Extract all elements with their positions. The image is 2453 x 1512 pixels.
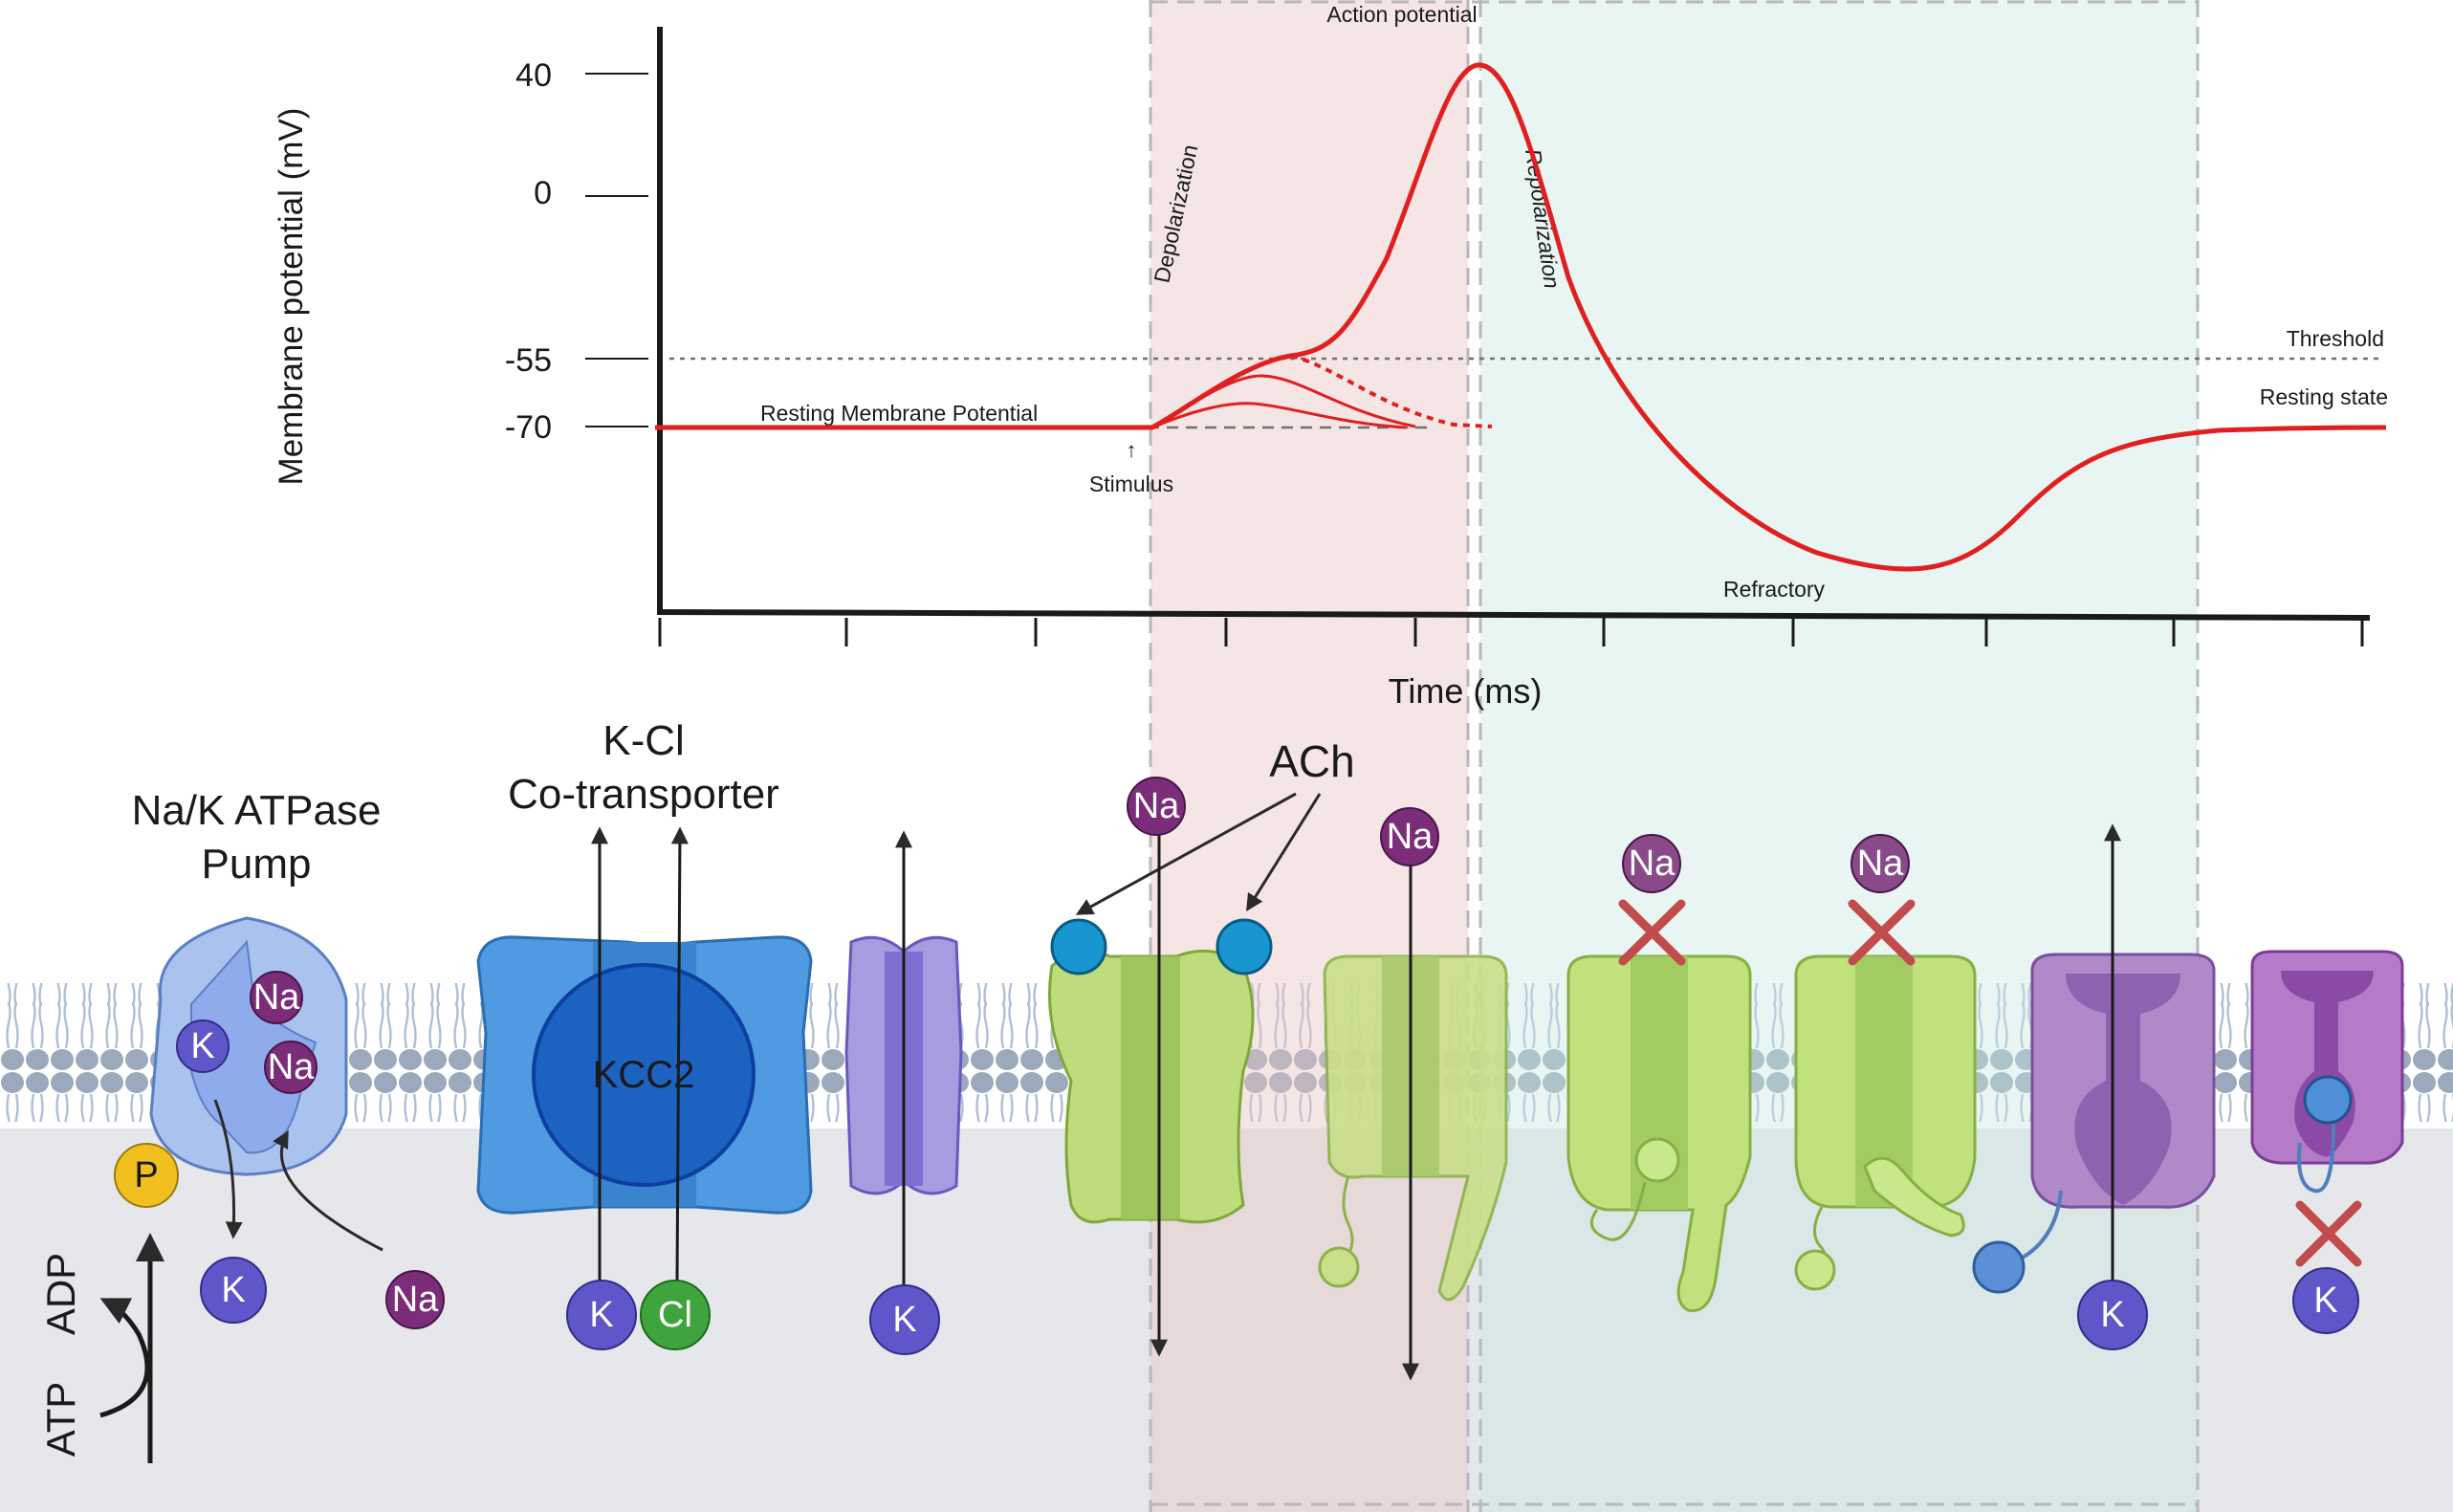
k-channel-blocked-ion: K <box>2292 1267 2359 1334</box>
blocked-na-ion-1: Na <box>1622 834 1681 893</box>
threshold-label: Threshold <box>2287 326 2384 351</box>
svg-text:Na: Na <box>253 977 300 1018</box>
voltage-gated-k-channel-open <box>1972 953 2216 1294</box>
phosphate: P <box>114 1143 179 1208</box>
atp-label: ATP <box>38 1382 83 1457</box>
svg-text:P: P <box>134 1155 158 1195</box>
x-ticks <box>658 618 2364 646</box>
x-axis <box>656 609 2371 621</box>
kcc2-cl-arrow <box>670 826 689 1282</box>
y-axis-label: Membrane potential (mV) <box>273 108 310 486</box>
svg-text:K: K <box>2100 1295 2124 1335</box>
k-channel-open-ion: K <box>2077 1280 2148 1350</box>
membrane-potential-graph: 40 0 -55 -70 Membrane potential (mV) Tim… <box>273 2 2388 711</box>
svg-text:Na: Na <box>1387 817 1434 857</box>
incoming-na-ion: Na <box>385 1270 445 1329</box>
subthreshold-trace-dotted <box>1290 354 1493 428</box>
resting-state-label: Resting state <box>2260 384 2388 409</box>
svg-text:K: K <box>2313 1281 2337 1321</box>
pump-ion-k: K <box>176 1019 230 1073</box>
y-ticks <box>585 73 648 427</box>
svg-text:Na: Na <box>1133 786 1180 826</box>
k-release-arrow <box>213 1099 243 1239</box>
voltage-gated-k-channel-inactivated <box>2250 950 2404 1194</box>
block-cross-1 <box>1618 899 1686 966</box>
na-channel-open-ion: Na <box>1380 807 1439 866</box>
y-tick-minus55: -55 <box>505 342 552 379</box>
x-axis-label: Time (ms) <box>1389 671 1543 711</box>
cotransporter-title-line2: Co-transporter <box>508 771 779 818</box>
ach-receptor <box>1048 949 1255 1224</box>
repolarization-band <box>1480 0 2198 1512</box>
kcc2-k-ion: K <box>566 1280 637 1350</box>
na-uptake-arrow <box>273 1129 383 1252</box>
svg-text:Cl: Cl <box>658 1295 692 1335</box>
pump-title-line2: Pump <box>202 841 312 887</box>
y-tick-0: 0 <box>534 175 552 211</box>
kcc2-transporter: KCC2 <box>476 935 813 1215</box>
svg-text:K: K <box>190 1026 214 1066</box>
voltage-gated-na-channel-inactivated <box>1566 954 1752 1312</box>
ach-molecule-right <box>1216 918 1273 975</box>
k-leak-ion: K <box>869 1284 940 1355</box>
outgoing-k-ion: K <box>200 1257 267 1324</box>
resting-membrane-potential-label: Resting Membrane Potential <box>760 401 1038 426</box>
blocked-na-ion-2: Na <box>1851 834 1910 893</box>
ach-molecule-left <box>1050 918 1107 975</box>
pump-title-line1: Na/K ATPase <box>132 787 382 834</box>
svg-text:Na: Na <box>268 1047 315 1087</box>
refractory-label: Refractory <box>1723 577 1826 602</box>
block-cross-2 <box>1848 899 1916 966</box>
depolarization-band <box>1150 0 1468 1512</box>
voltage-gated-na-channel-closed <box>1794 954 1977 1291</box>
svg-text:Na: Na <box>1857 844 1904 884</box>
svg-text:K: K <box>892 1300 916 1340</box>
y-tick-minus70: -70 <box>505 409 552 446</box>
kcc2-core <box>532 963 756 1187</box>
subthreshold-trace-3 <box>1151 402 1407 429</box>
svg-text:K: K <box>589 1295 613 1335</box>
kcc2-cl-ion: Cl <box>640 1280 711 1350</box>
pump-ion-na-1: Na <box>250 971 303 1024</box>
svg-text:K: K <box>221 1270 245 1310</box>
ach-na-ion: Na <box>1127 777 1186 836</box>
atp-to-adp-arrow <box>99 1298 150 1418</box>
action-potential-label: Action potential <box>1326 2 1477 27</box>
cotransporter-title-line1: K-Cl <box>602 717 685 764</box>
svg-text:Na: Na <box>1629 844 1675 884</box>
action-potential-trace <box>655 62 2387 572</box>
ach-arrow-right <box>1246 793 1322 912</box>
y-tick-40: 40 <box>515 57 552 94</box>
adp-label: ADP <box>38 1253 83 1335</box>
subthreshold-trace-2 <box>1151 374 1416 429</box>
svg-text:Na: Na <box>392 1280 439 1320</box>
block-cross-3 <box>2295 1200 2362 1267</box>
stimulus-arrow: ↑ <box>1127 438 1137 462</box>
ach-arrow-left <box>1075 792 1297 915</box>
stimulus-label: Stimulus <box>1089 471 1173 496</box>
ach-label: ACh <box>1269 736 1354 786</box>
pump-ion-na-2: Na <box>264 1041 318 1094</box>
